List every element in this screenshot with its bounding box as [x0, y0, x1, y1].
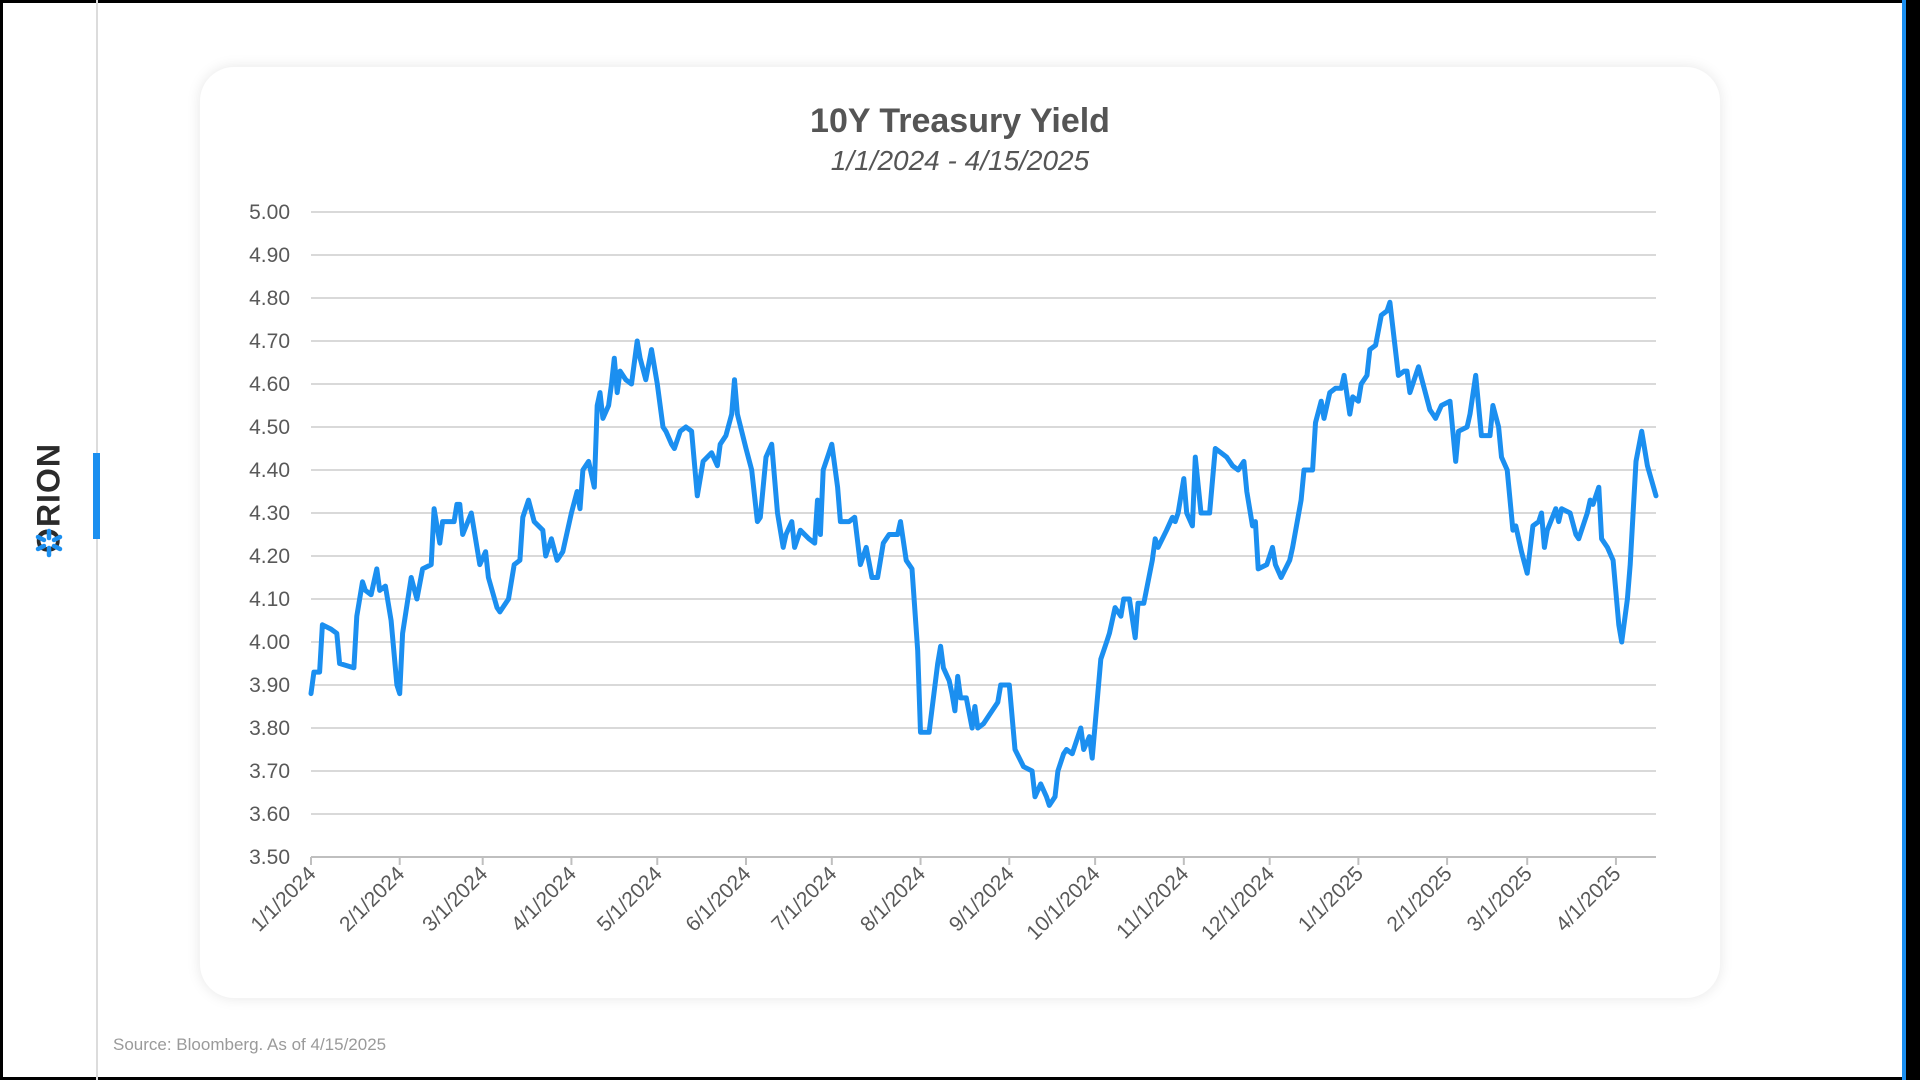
x-tick-label: 12/1/2024	[1197, 862, 1280, 945]
y-tick-label: 3.90	[249, 674, 290, 697]
right-border	[1906, 0, 1920, 1080]
y-tick-label: 3.50	[249, 846, 290, 869]
x-tick-label: 9/1/2024	[945, 862, 1019, 936]
y-tick-label: 3.70	[249, 760, 290, 783]
x-tick-label: 3/1/2025	[1463, 862, 1537, 936]
x-tick-label: 2/1/2025	[1383, 862, 1457, 936]
y-tick-label: 4.20	[249, 545, 290, 568]
y-tick-label: 3.80	[249, 717, 290, 740]
x-tick-label: 1/1/2025	[1294, 862, 1368, 936]
y-tick-label: 4.30	[249, 502, 290, 525]
y-tick-label: 4.80	[249, 287, 290, 310]
y-tick-label: 4.40	[249, 459, 290, 482]
y-tick-label: 5.00	[249, 201, 290, 224]
x-tick-label: 7/1/2024	[767, 862, 841, 936]
y-tick-label: 4.60	[249, 373, 290, 396]
x-tick-label: 3/1/2024	[418, 862, 492, 936]
y-tick-label: 3.60	[249, 803, 290, 826]
x-tick-label: 1/1/2024	[246, 862, 320, 936]
series-line-10y-yield	[308, 299, 1659, 808]
x-tick-label: 11/1/2024	[1112, 862, 1193, 943]
y-tick-label: 4.00	[249, 631, 290, 654]
chart-title: 10Y Treasury Yield	[810, 102, 1110, 140]
y-tick-label: 4.50	[249, 416, 290, 439]
x-tick-label: 4/1/2024	[507, 862, 581, 936]
x-tick-label: 2/1/2024	[335, 862, 409, 936]
chart-subtitle: 1/1/2024 - 4/15/2025	[830, 145, 1090, 176]
orion-star-icon	[35, 528, 63, 558]
chart-card	[200, 67, 1720, 998]
right-accent-bar	[1902, 0, 1906, 1080]
x-tick-label: 8/1/2024	[856, 862, 930, 936]
y-tick-label: 4.90	[249, 244, 290, 267]
sidebar-divider	[96, 0, 98, 1080]
source-note: Source: Bloomberg. As of 4/15/2025	[113, 1035, 387, 1054]
y-tick-label: 4.70	[249, 330, 290, 353]
x-tick-label: 5/1/2024	[593, 862, 667, 936]
x-tick-label: 10/1/2024	[1022, 862, 1105, 945]
x-tick-label: 4/1/2025	[1551, 862, 1625, 936]
x-tick-label: 6/1/2024	[681, 862, 755, 936]
y-tick-label: 4.10	[249, 588, 290, 611]
section-indicator	[93, 453, 100, 539]
